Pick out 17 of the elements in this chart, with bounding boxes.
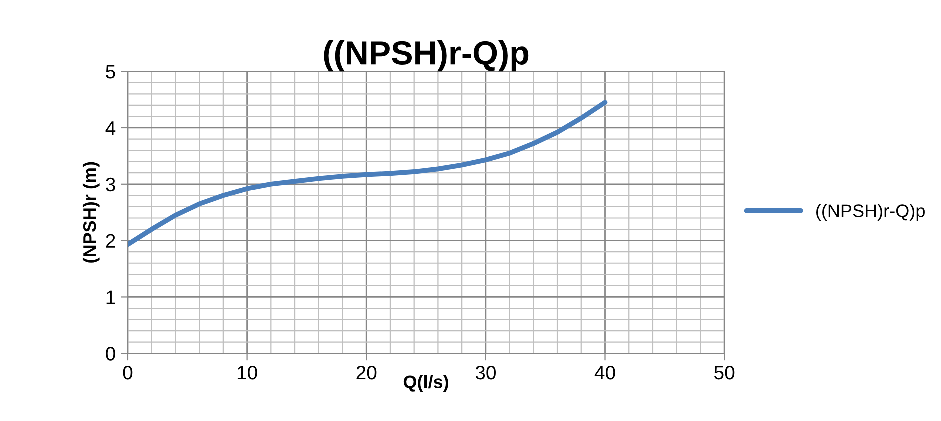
y-tick-label: 3: [106, 178, 116, 192]
y-tick-label: 1: [106, 290, 116, 304]
y-tick-label: 4: [106, 122, 116, 136]
y-tick-label: 5: [106, 65, 116, 79]
y-axis-title: (NPSH)r (m): [82, 162, 100, 263]
y-tick-label: 2: [106, 234, 116, 248]
x-tick-label: 50: [714, 366, 735, 380]
x-tick-label: 40: [594, 366, 616, 380]
x-tick-label: 20: [356, 366, 377, 380]
chart-title: ((NPSH)r-Q)p: [324, 40, 529, 72]
legend-label: ((NPSH)r-Q)p: [816, 204, 925, 222]
x-tick-label: 30: [476, 366, 496, 380]
y-tick-label: 0: [106, 347, 116, 361]
x-tick-label: 0: [123, 366, 133, 380]
line-series: [128, 100, 608, 248]
x-tick-label: 10: [238, 366, 258, 380]
x-axis-title: Q(l/s): [404, 375, 448, 392]
